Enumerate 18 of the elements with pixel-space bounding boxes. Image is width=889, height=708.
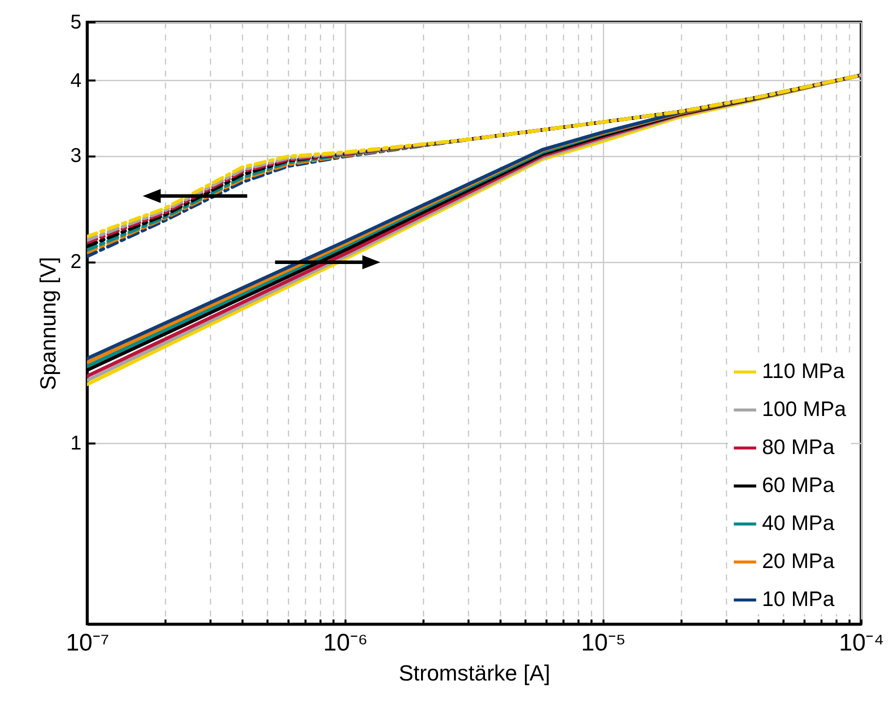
legend-label: 100 MPa [762,398,846,421]
y-tick-label: 3 [70,145,82,168]
x-axis-title: Stromstärke [A] [398,660,550,686]
y-axis-title: Spannung [V] [35,256,60,390]
legend-label: 60 MPa [762,474,835,497]
legend-label: 10 MPa [762,588,835,611]
legend-label: 80 MPa [762,436,835,459]
legend-label: 110 MPa [762,360,845,383]
y-tick-label: 4 [70,70,82,92]
x-tick-label: 10⁻⁷ [66,630,110,656]
legend-label: 20 MPa [762,550,835,573]
y-tick-label: 5 [70,12,82,34]
x-tick-label: 10⁻⁵ [581,630,626,656]
x-tick-label: 10⁻⁶ [323,630,368,656]
y-tick-label: 2 [70,251,82,274]
legend-label: 40 MPa [762,512,835,535]
y-tick-label: 1 [70,432,82,454]
x-tick-label: 10⁻⁴ [838,630,884,656]
